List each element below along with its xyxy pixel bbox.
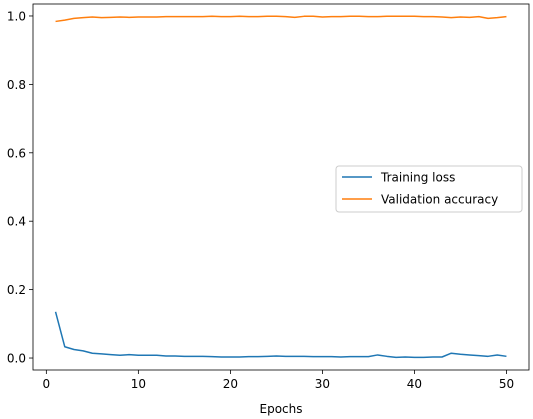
- y-tick-label: 0.0: [7, 352, 26, 366]
- y-tick-label: 0.6: [7, 146, 26, 160]
- x-tick-label: 40: [407, 377, 422, 391]
- ticks-layer: 0 10 20 30 40 50 0.0 0.2 0.4 0.6 0.8 1.0: [7, 9, 514, 391]
- y-tick-label: 0.2: [7, 283, 26, 297]
- x-tick-label: 50: [499, 377, 514, 391]
- series-layer: [54, 15, 507, 359]
- x-axis-label: Epochs: [260, 402, 303, 416]
- x-tick-label: 20: [223, 377, 238, 391]
- axes-layer: [32, 3, 530, 371]
- legend-label-validation-accuracy: Validation accuracy: [381, 193, 498, 207]
- plot-frame: [32, 3, 530, 371]
- legend-box: [335, 165, 523, 213]
- series-line-validation-accuracy: [55, 15, 507, 23]
- y-tick-label: 0.8: [7, 78, 26, 92]
- legend: Training loss Validation accuracy: [335, 165, 523, 213]
- x-tick-label: 10: [131, 377, 146, 391]
- x-tick-label: 0: [43, 377, 51, 391]
- y-tick-label: 1.0: [7, 9, 26, 23]
- y-tick-label: 0.4: [7, 215, 26, 229]
- legend-label-training-loss: Training loss: [380, 171, 455, 185]
- x-tick-label: 30: [315, 377, 330, 391]
- series-line-training-loss: [54, 311, 507, 359]
